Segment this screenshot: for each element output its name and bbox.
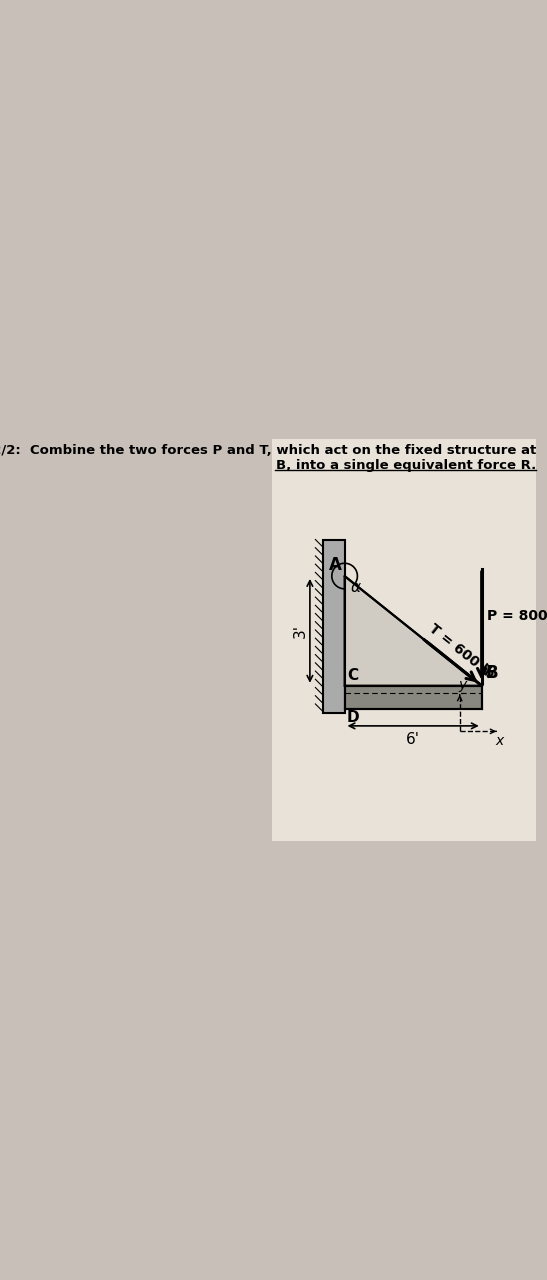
Text: C: C: [347, 668, 358, 684]
Bar: [323, 539, 345, 713]
Text: α: α: [351, 580, 360, 595]
Text: T = 600 lb: T = 600 lb: [427, 621, 497, 682]
Text: P = 800 lb: P = 800 lb: [487, 609, 547, 623]
Polygon shape: [345, 686, 482, 709]
Polygon shape: [345, 576, 482, 686]
Text: D: D: [346, 710, 359, 726]
Text: B, into a single equivalent force R.: B, into a single equivalent force R.: [276, 460, 537, 472]
Text: 6': 6': [406, 732, 420, 748]
Text: x: x: [495, 735, 503, 748]
Text: y: y: [458, 678, 467, 692]
Text: B: B: [485, 664, 498, 682]
Text: 3': 3': [292, 623, 307, 637]
FancyBboxPatch shape: [271, 439, 537, 841]
Text: Sample Problem 2/2:  Combine the two forces P and T, which act on the fixed stru: Sample Problem 2/2: Combine the two forc…: [0, 444, 537, 457]
Text: A: A: [329, 557, 342, 575]
